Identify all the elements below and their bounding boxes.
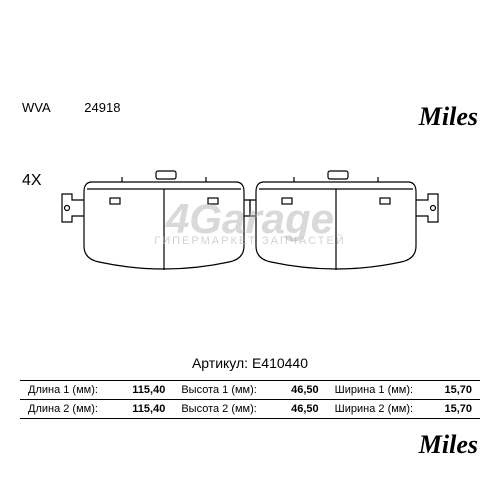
spec-label: Высота 2 (мм): [181,403,257,415]
header-codes: WVA 24918 [22,100,120,115]
spec-table: Длина 1 (мм): 115,40 Высота 1 (мм): 46,5… [20,380,480,419]
spec-value: 115,40 [132,384,165,396]
spec-cell: Высота 1 (мм): 46,50 [173,381,326,399]
article-label: Артикул: [192,355,248,371]
article-line: Артикул: E410440 [0,355,500,371]
spec-value: 115,40 [132,403,165,415]
brand-logo-bottom: Miles [419,430,478,460]
spec-value: 46,50 [291,384,319,396]
spec-value: 15,70 [444,403,472,415]
spec-label: Высота 1 (мм): [181,384,257,396]
brake-pad-diagram [50,142,450,302]
brand-logo-top: Miles [419,102,478,132]
article-value: E410440 [252,355,308,371]
spec-cell: Длина 2 (мм): 115,40 [20,400,173,418]
wva-label: WVA [22,100,51,115]
spec-cell: Высота 2 (мм): 46,50 [173,400,326,418]
spec-cell: Ширина 2 (мм): 15,70 [327,400,480,418]
spec-row: Длина 2 (мм): 115,40 Высота 2 (мм): 46,5… [20,399,480,419]
spec-row: Длина 1 (мм): 115,40 Высота 1 (мм): 46,5… [20,380,480,399]
wva-value: 24918 [84,100,120,115]
spec-label: Длина 1 (мм): [28,384,98,396]
spec-cell: Длина 1 (мм): 115,40 [20,381,173,399]
spec-value: 46,50 [291,403,319,415]
spec-label: Ширина 1 (мм): [335,384,413,396]
quantity-label: 4X [22,172,42,190]
spec-label: Ширина 2 (мм): [335,403,413,415]
spec-label: Длина 2 (мм): [28,403,98,415]
spec-value: 15,70 [444,384,472,396]
spec-cell: Ширина 1 (мм): 15,70 [327,381,480,399]
